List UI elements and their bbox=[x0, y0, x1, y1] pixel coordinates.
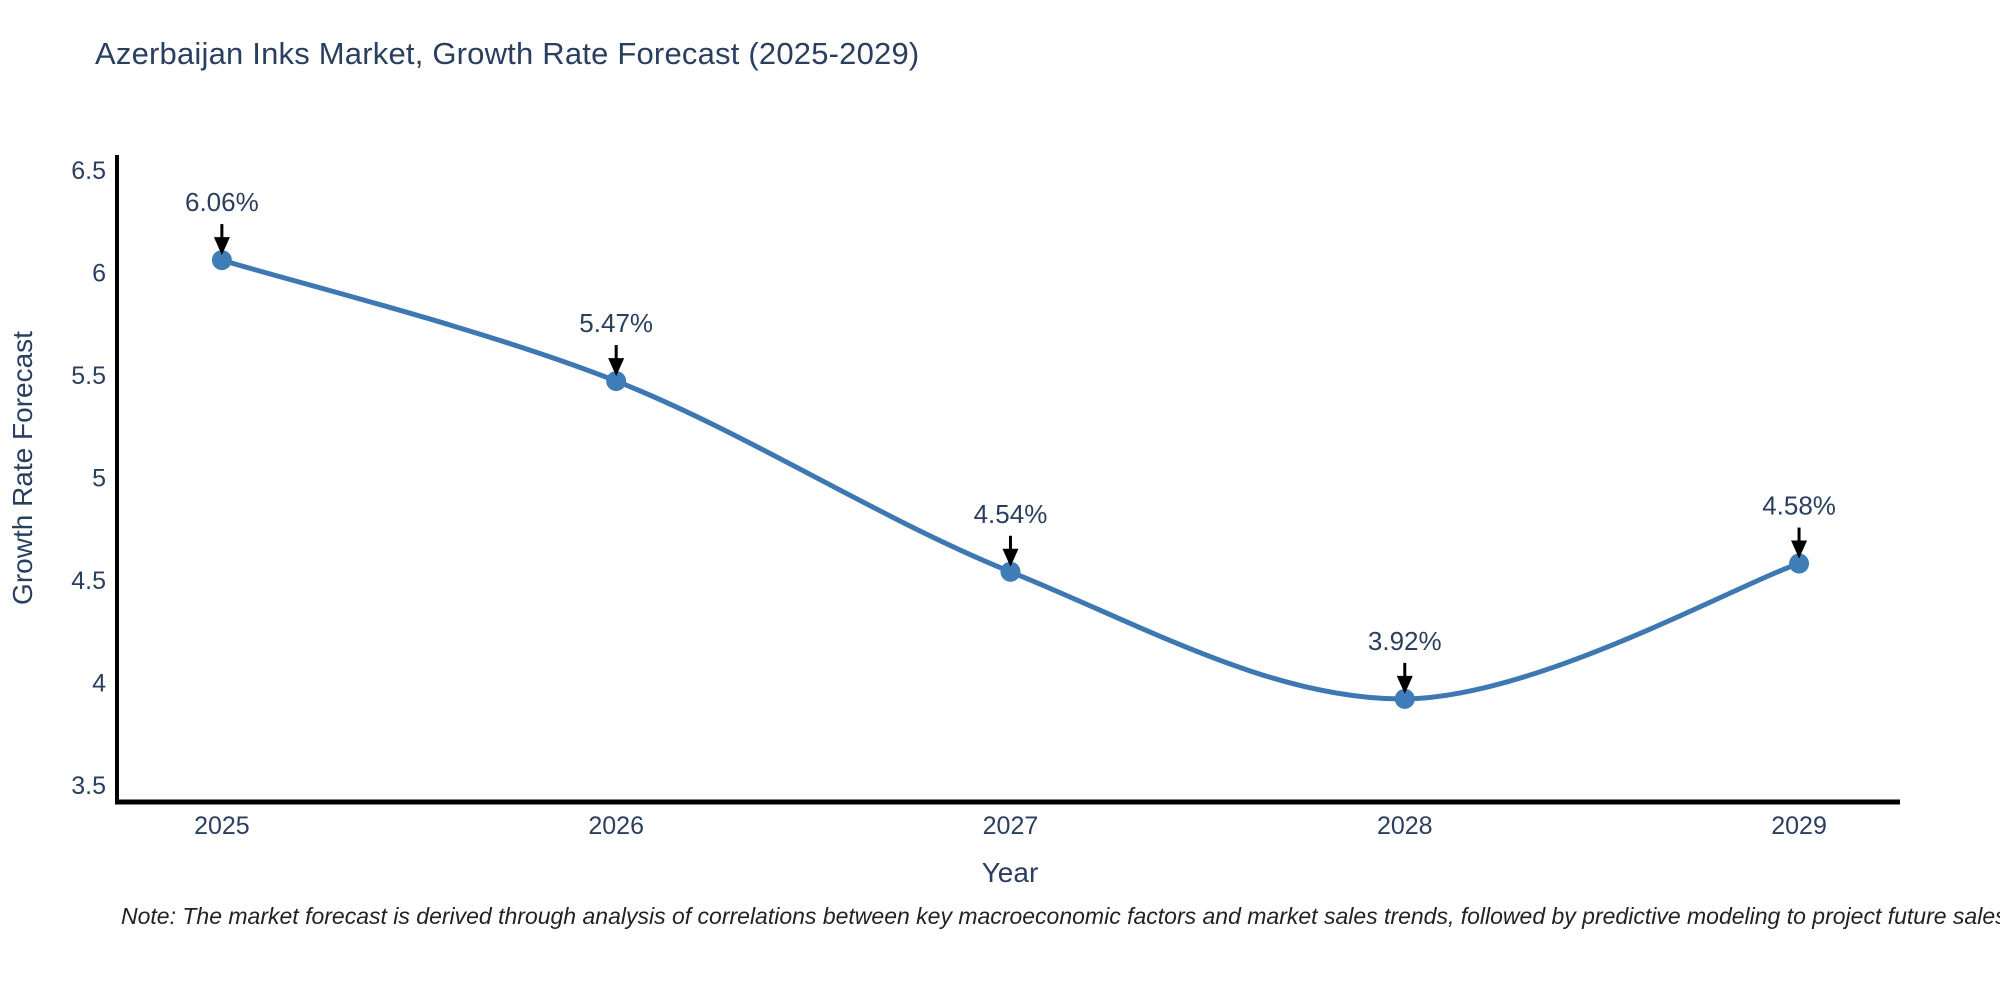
y-tick-label: 6.5 bbox=[71, 157, 106, 185]
x-tick-label: 2029 bbox=[1771, 812, 1827, 840]
data-point-marker bbox=[1789, 553, 1810, 574]
annotation-arrowhead bbox=[213, 237, 230, 256]
data-point-marker bbox=[211, 250, 232, 271]
data-point-marker bbox=[606, 371, 627, 392]
x-tick-label: 2026 bbox=[588, 812, 644, 840]
data-point-label: 4.54% bbox=[974, 499, 1048, 529]
x-axis-title: Year bbox=[982, 857, 1039, 888]
annotation-arrowhead bbox=[1396, 675, 1413, 694]
x-tick-label: 2025 bbox=[194, 812, 250, 840]
chart-title: Azerbaijan Inks Market, Growth Rate Fore… bbox=[95, 36, 920, 71]
data-point-label: 5.47% bbox=[579, 308, 653, 338]
y-tick-label: 6 bbox=[92, 259, 106, 287]
data-point-label: 3.92% bbox=[1368, 626, 1442, 656]
annotation-arrowhead bbox=[1791, 540, 1808, 559]
y-tick-label: 3.5 bbox=[71, 772, 106, 800]
footnote: Note: The market forecast is derived thr… bbox=[121, 903, 2000, 929]
data-point-label: 4.58% bbox=[1762, 491, 1836, 521]
annotation-arrowhead bbox=[1002, 548, 1019, 567]
y-tick-label: 4 bbox=[92, 669, 106, 697]
annotation-arrowhead bbox=[608, 358, 625, 377]
y-tick-label: 4.5 bbox=[71, 567, 106, 595]
data-point-marker bbox=[1000, 561, 1021, 582]
x-tick-label: 2027 bbox=[983, 812, 1039, 840]
data-point-label: 6.06% bbox=[185, 187, 259, 217]
y-tick-label: 5.5 bbox=[71, 362, 106, 390]
forecast-line bbox=[219, 257, 1802, 702]
x-tick-label: 2028 bbox=[1377, 812, 1433, 840]
data-point-marker bbox=[1394, 688, 1415, 709]
y-tick-label: 5 bbox=[92, 464, 106, 492]
y-axis-title: Growth Rate Forecast bbox=[7, 331, 38, 605]
